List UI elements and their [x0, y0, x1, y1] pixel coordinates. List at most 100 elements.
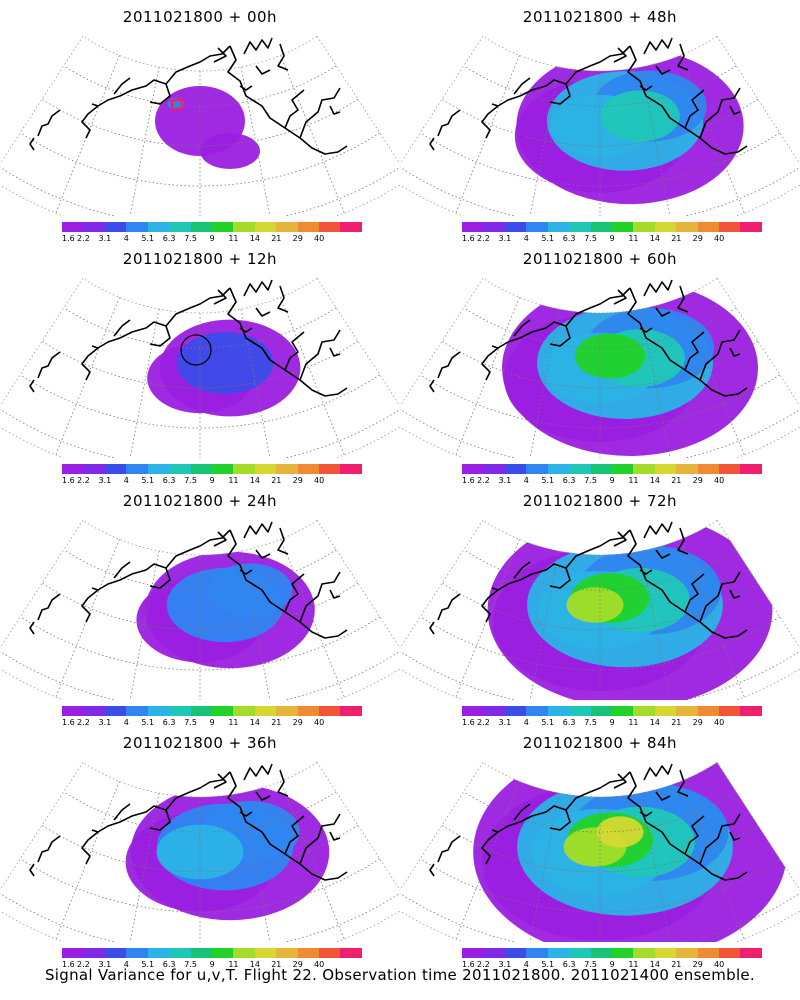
colorbar	[62, 948, 362, 958]
colorbar-swatch	[276, 948, 298, 958]
colorbar-swatch	[654, 948, 677, 958]
colorbar-swatch	[590, 464, 612, 474]
colorbar-swatch	[83, 222, 105, 232]
variance-region	[156, 824, 244, 880]
colorbar-swatch	[233, 706, 255, 716]
colorbar-swatch	[504, 464, 527, 474]
colorbar-swatch	[169, 948, 191, 958]
colorbar-label: 6.3	[562, 234, 576, 243]
colorbar-label: 40	[714, 476, 725, 485]
colorbar-label: 29	[292, 718, 303, 727]
colorbar-swatch	[697, 464, 720, 474]
colorbar-swatch	[676, 948, 698, 958]
colorbar-swatch	[340, 948, 362, 958]
colorbar-label: 21	[671, 476, 682, 485]
panel-title: 2011021800 + 72h	[522, 492, 678, 510]
colorbar-swatch	[319, 706, 341, 716]
panel-title: 2011021800 + 12h	[122, 250, 278, 268]
colorbar-swatch	[147, 948, 170, 958]
variance-region	[176, 332, 274, 394]
colorbar-label: 11	[228, 960, 239, 969]
colorbar-swatch	[319, 948, 341, 958]
colorbar-swatch	[483, 464, 505, 474]
variance-region	[200, 133, 260, 169]
colorbar-swatch	[169, 706, 191, 716]
graticule	[0, 55, 400, 216]
colorbar	[462, 222, 762, 232]
colorbar-label: 9	[609, 718, 615, 727]
colorbar-label: 5.1	[141, 718, 155, 727]
colorbar-swatch	[719, 706, 741, 716]
variance-map	[0, 519, 400, 700]
colorbar-label: 7.5	[584, 960, 597, 969]
colorbar-swatch	[62, 706, 84, 716]
panel-title: 2011021800 + 24h	[122, 492, 278, 510]
colorbar-swatch	[569, 948, 591, 958]
colorbar-label: 29	[692, 234, 703, 243]
colorbar-swatch	[740, 948, 762, 958]
coastline	[429, 521, 748, 639]
colorbar-swatch	[654, 706, 677, 716]
figure-caption: Signal Variance for u,v,T. Flight 22. Ob…	[44, 966, 756, 984]
colorbar-swatch	[169, 222, 191, 232]
colorbar-label: 21	[271, 476, 282, 485]
colorbar-label: 7.5	[184, 476, 197, 485]
colorbar-label: 3.1	[98, 718, 112, 727]
colorbar-swatch	[526, 706, 548, 716]
colorbar-swatch	[190, 948, 212, 958]
colorbar-swatch	[633, 222, 655, 232]
colorbar-label: 7.5	[584, 718, 597, 727]
colorbar	[62, 222, 362, 232]
colorbar-swatch	[611, 222, 634, 232]
colorbar-swatch	[297, 948, 320, 958]
panel-title: 2011021800 + 36h	[122, 734, 278, 752]
colorbar-label: 5.1	[541, 718, 555, 727]
colorbar-label: 11	[628, 476, 639, 485]
colorbar-label: 21	[271, 960, 282, 969]
colorbar-label: 2.2	[77, 476, 90, 485]
forecast-panel: 2011021800 + 60h 1.6 2.2 3.1 4 5.1 6.3 7.5 9 11 14…	[400, 242, 800, 487]
colorbar-swatch	[169, 464, 191, 474]
colorbar-swatch	[126, 222, 148, 232]
colorbar-label: 40	[314, 234, 325, 243]
colorbar-label: 2.2	[77, 234, 90, 243]
colorbar-swatch	[676, 706, 698, 716]
colorbar-labels: 1.6 2.2 3.1 4 5.1 6.3 7.5 9 11 14 21 29 40	[62, 476, 362, 486]
colorbar-label: 3.1	[498, 476, 512, 485]
colorbar-swatch	[211, 464, 234, 474]
colorbar	[62, 464, 362, 474]
colorbar-label: 1.6	[62, 476, 75, 485]
colorbar-swatch	[147, 222, 170, 232]
colorbar-label: 7.5	[184, 718, 197, 727]
colorbar-swatch	[297, 464, 320, 474]
colorbar-label: 2.2	[77, 718, 90, 727]
colorbar	[62, 706, 362, 716]
colorbar-labels: 1.6 2.2 3.1 4 5.1 6.3 7.5 9 11 14 21 29 40	[62, 960, 362, 970]
coastline	[429, 279, 748, 397]
colorbar-labels: 1.6 2.2 3.1 4 5.1 6.3 7.5 9 11 14 21 29 40	[462, 718, 762, 728]
colorbar-label: 14	[249, 234, 260, 243]
colorbar-swatch	[719, 222, 741, 232]
map-frame	[0, 519, 400, 700]
colorbar-label: 40	[714, 718, 725, 727]
coastline	[29, 521, 348, 639]
colorbar-swatch	[590, 948, 612, 958]
colorbar-swatch	[611, 948, 634, 958]
colorbar-swatch	[211, 222, 234, 232]
colorbar-swatch	[340, 222, 362, 232]
variance-region	[566, 587, 624, 623]
colorbar-swatch	[126, 464, 148, 474]
colorbar-label: 29	[692, 476, 703, 485]
observation-marker	[169, 97, 185, 112]
colorbar-swatch	[633, 948, 655, 958]
panel-title: 2011021800 + 00h	[122, 8, 278, 26]
colorbar-label: 21	[671, 960, 682, 969]
colorbar-swatch	[526, 222, 548, 232]
colorbar-label: 29	[292, 960, 303, 969]
colorbar-swatch	[104, 948, 127, 958]
colorbar-label: 2.2	[477, 960, 490, 969]
colorbar-label: 11	[228, 718, 239, 727]
map-frame	[400, 277, 800, 458]
colorbar-label: 2.2	[477, 476, 490, 485]
variance-region	[596, 816, 644, 848]
